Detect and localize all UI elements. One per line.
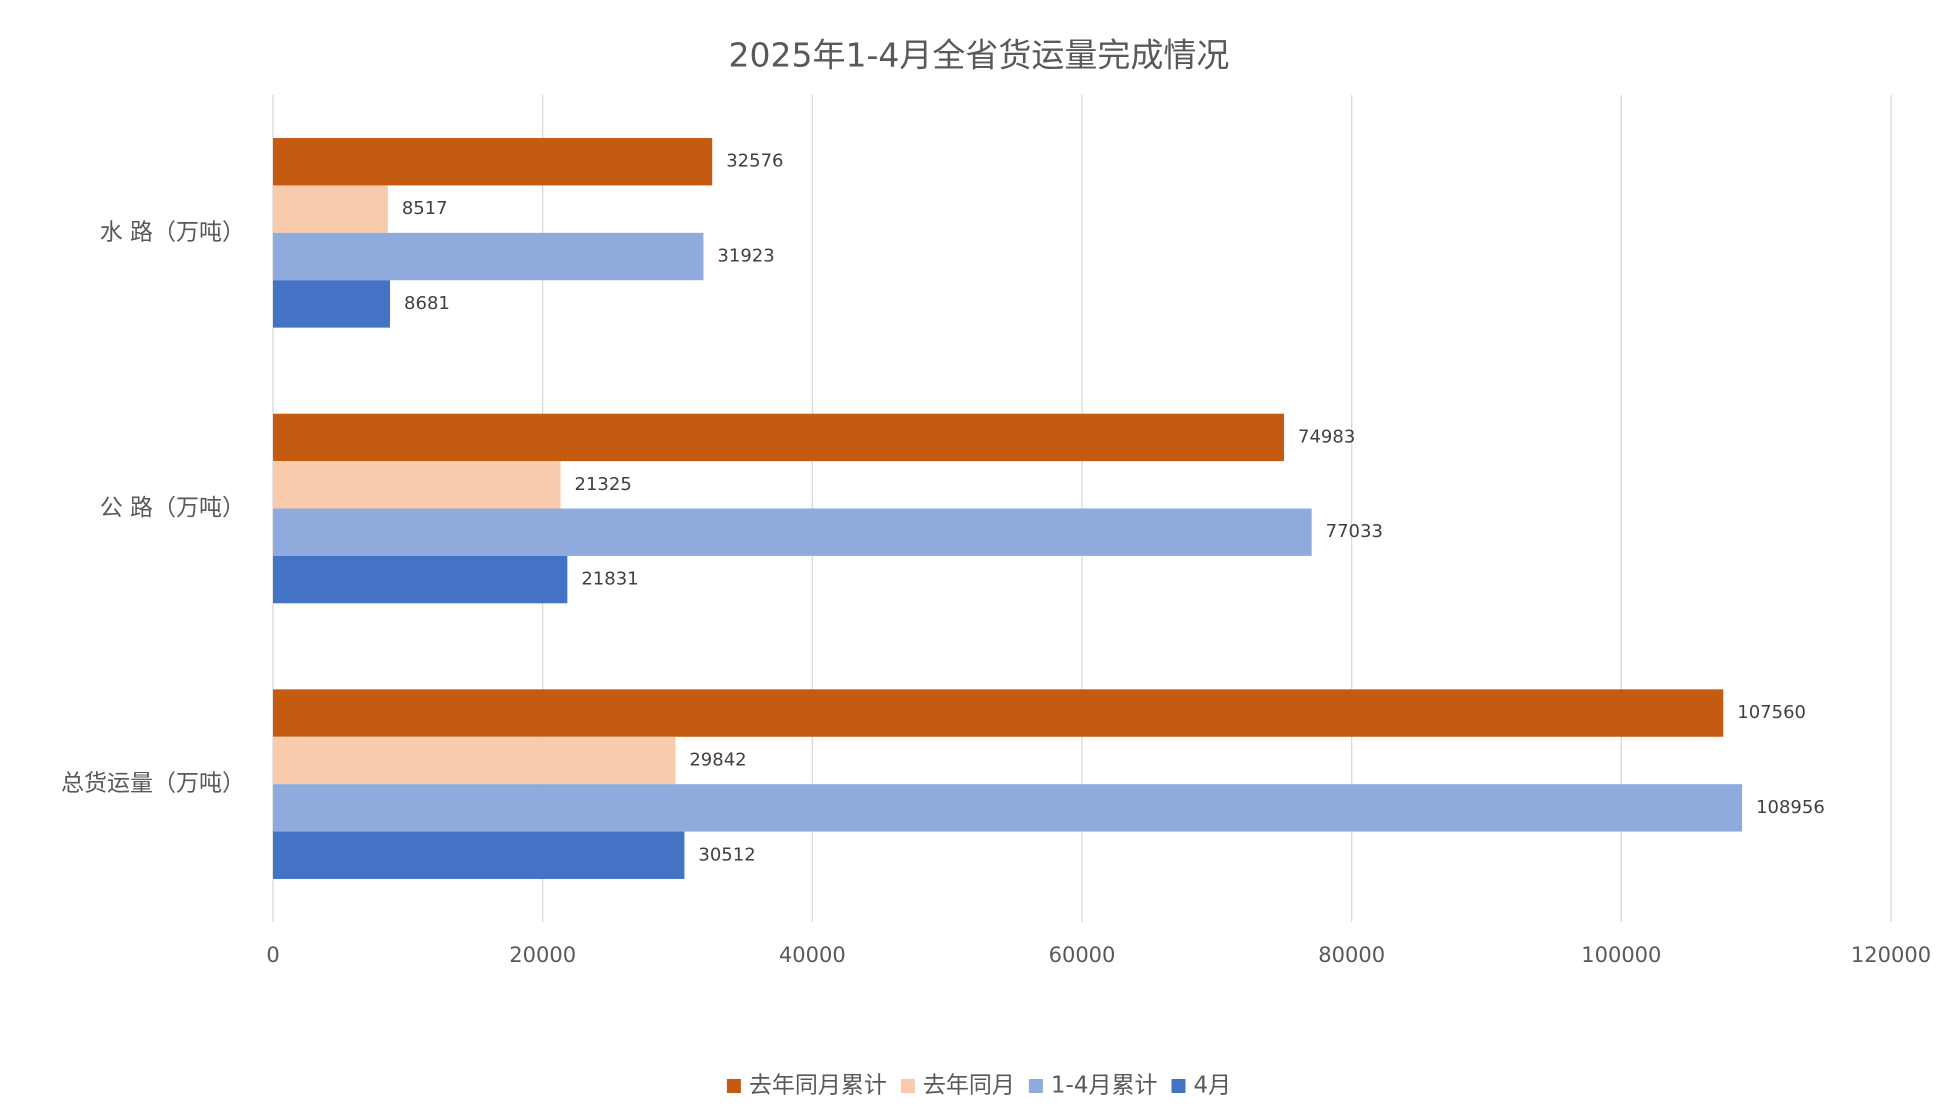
bar: [273, 232, 704, 281]
data-label: 108956: [1756, 797, 1825, 818]
data-label: 29842: [689, 749, 746, 770]
y-tick-label: 水 路（万吨）: [100, 219, 245, 245]
bar: [273, 280, 391, 328]
bar: [273, 138, 713, 186]
legend-swatch: [1171, 1079, 1186, 1093]
x-tick-label: 60000: [1049, 943, 1116, 967]
data-label: 21325: [575, 474, 632, 495]
legend-label: 4月: [1193, 1073, 1231, 1099]
x-tick-label: 100000: [1581, 943, 1661, 967]
data-label: 21831: [581, 569, 638, 590]
legend-label: 去年同月累计: [749, 1073, 887, 1099]
bar: [273, 461, 561, 509]
bar: [273, 185, 388, 233]
bar: [273, 689, 1724, 737]
data-label: 32576: [726, 151, 783, 172]
bar: [273, 736, 676, 785]
bar: [273, 413, 1285, 462]
data-label: 31923: [717, 246, 774, 267]
data-label: 30512: [698, 844, 755, 865]
x-tick-label: 80000: [1318, 943, 1385, 967]
bar: [273, 555, 568, 604]
data-label: 77033: [1326, 521, 1383, 542]
x-tick-label: 40000: [779, 943, 846, 967]
data-label: 8681: [404, 293, 450, 314]
legend-label: 去年同月: [923, 1073, 1015, 1099]
data-label: 74983: [1298, 426, 1355, 447]
legend-swatch: [900, 1079, 915, 1093]
bar: [273, 831, 685, 879]
data-label: 107560: [1737, 702, 1806, 723]
legend-label: 1-4月累计: [1051, 1073, 1158, 1099]
legend-swatch: [726, 1079, 741, 1093]
data-label: 8517: [402, 198, 448, 219]
chart-title: 2025年1-4月全省货运量完成情况: [729, 36, 1230, 75]
legend-swatch: [1028, 1079, 1043, 1093]
x-tick-label: 120000: [1851, 943, 1931, 967]
x-tick-label: 0: [266, 943, 279, 967]
bar: [273, 784, 1743, 832]
x-tick-label: 20000: [509, 943, 576, 967]
y-tick-label: 公 路（万吨）: [100, 495, 245, 521]
bar: [273, 508, 1312, 556]
y-tick-label: 总货运量（万吨）: [61, 771, 245, 797]
